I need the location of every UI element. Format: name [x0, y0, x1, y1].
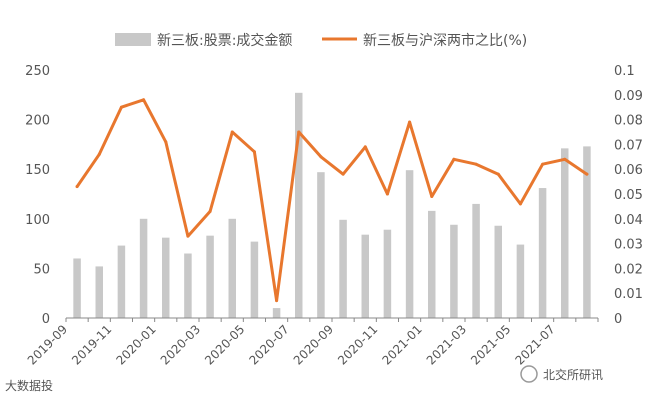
bar-2021-06	[538, 188, 547, 318]
legend-line-label: 新三板与沪深两市之比(%)	[363, 32, 527, 49]
y-right-tick-label: 0.05	[614, 188, 643, 203]
y-right-tick-label: 0.09	[614, 89, 643, 104]
y-left-tick-label: 150	[25, 163, 50, 178]
bar-2019-09	[73, 258, 81, 318]
y-left-tick-label: 0	[42, 312, 50, 327]
bar-2019-11	[117, 245, 126, 318]
line-point-2020-01	[164, 140, 168, 144]
line-point-2019-10	[97, 152, 101, 156]
legend-bar-label: 新三板:股票:成交金额	[157, 32, 292, 49]
bar-2021-03	[472, 203, 480, 318]
line-point-2021-05	[518, 202, 522, 206]
x-tick-label: 2020-03	[158, 322, 203, 367]
line-point-2020-06	[275, 299, 279, 303]
y-right-tick-label: 0.1	[614, 64, 635, 79]
bar-2021-07	[561, 148, 569, 318]
y-right-tick-label: 0.04	[614, 213, 643, 228]
bar-2020-03	[206, 235, 214, 318]
y-right-tick-label: 0.03	[614, 238, 643, 253]
y-left-tick-label: 250	[25, 64, 50, 79]
ratio-line	[75, 98, 589, 303]
legend-bar-swatch	[115, 33, 151, 46]
x-tick-label: 2021-05	[468, 322, 513, 367]
y-left-tick-label: 50	[33, 262, 50, 277]
line-point-2021-08	[585, 172, 589, 176]
line-point-2021-04	[496, 172, 500, 176]
bar-2020-10	[361, 234, 369, 318]
x-tick-label: 2020-01	[113, 322, 158, 367]
bar-2020-07	[295, 92, 303, 318]
bar-2021-08	[583, 146, 591, 318]
bar-2021-02	[450, 224, 458, 318]
bar-2020-05	[250, 241, 259, 318]
bar-2020-12	[405, 170, 414, 318]
line-point-2019-12	[142, 98, 146, 102]
watermarks: 大数据投 北交所研讯	[5, 365, 603, 393]
line-point-2020-03	[208, 209, 212, 213]
line-point-2021-01	[430, 194, 434, 198]
y-left-tick-label: 100	[25, 213, 50, 228]
x-tick-label: 2021-07	[512, 322, 557, 367]
x-tick-label: 2020-09	[291, 322, 336, 367]
y-right-tick-label: 0.02	[614, 262, 643, 277]
x-tick-label: 2019-11	[69, 322, 114, 367]
y-right-tick-label: 0.08	[614, 114, 643, 129]
line-point-2019-09	[75, 185, 79, 189]
x-tick-label: 2021-01	[379, 322, 424, 367]
bar-2021-01	[428, 210, 436, 318]
watermark-left: 大数据投	[5, 378, 53, 393]
bar-2019-12	[139, 218, 148, 318]
line-point-2020-07	[297, 130, 301, 134]
bar-series	[73, 92, 591, 318]
line-point-2020-11	[385, 192, 389, 196]
bar-2020-06	[272, 308, 281, 318]
y-right-tick-label: 0.07	[614, 138, 643, 153]
line-point-2020-09	[341, 172, 345, 176]
bar-2020-11	[383, 229, 392, 318]
line-point-2020-04	[230, 130, 234, 134]
legend: 新三板:股票:成交金额 新三板与沪深两市之比(%)	[115, 32, 527, 49]
wechat-icon	[520, 365, 538, 383]
x-tick-label: 2020-11	[335, 322, 380, 367]
bar-2020-08	[317, 172, 325, 318]
watermark-right: 北交所研讯	[543, 367, 603, 382]
line-point-2020-12	[408, 120, 412, 124]
line-point-2019-11	[119, 105, 123, 109]
bar-2021-04	[494, 225, 502, 318]
x-tick-label: 2020-05	[202, 322, 247, 367]
bar-2020-02	[184, 253, 192, 318]
y-right-tick-label: 0.06	[614, 163, 643, 178]
line-point-2020-05	[252, 150, 256, 154]
bar-2019-10	[95, 266, 103, 318]
line-series	[75, 98, 589, 303]
y-right-tick-label: 0.01	[614, 287, 643, 302]
line-point-2021-07	[563, 157, 567, 161]
y-left-tick-label: 200	[25, 114, 50, 129]
bar-2020-04	[228, 218, 236, 318]
bar-2021-05	[516, 244, 525, 318]
x-tick-label: 2019-09	[25, 322, 70, 367]
y-right-tick-label: 0	[614, 312, 622, 327]
bar-2020-09	[339, 219, 347, 318]
line-point-2020-08	[319, 155, 323, 159]
line-point-2020-02	[186, 234, 190, 238]
bar-2020-01	[162, 237, 170, 318]
line-point-2021-02	[452, 157, 456, 161]
x-tick-label: 2020-07	[246, 322, 291, 367]
line-point-2021-03	[474, 162, 478, 166]
axes: 0 50 100 150 200 250 0 0.01 0.02 0.03 0.04 0.05 0.06…	[25, 64, 643, 368]
line-point-2021-06	[541, 162, 545, 166]
line-point-2020-10	[363, 145, 367, 149]
x-tick-label: 2021-03	[424, 322, 469, 367]
